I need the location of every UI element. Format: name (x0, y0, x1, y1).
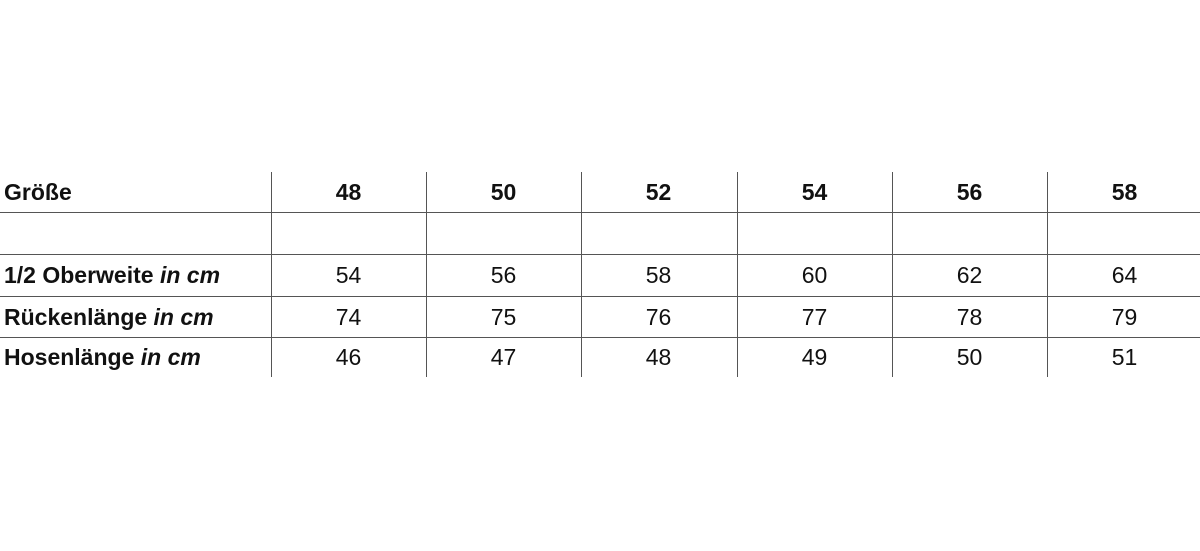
divider (0, 254, 1200, 255)
divider (0, 337, 1200, 338)
table-cell: 54 (335, 262, 362, 288)
column-divider (737, 172, 738, 377)
size-header: 58 (1111, 179, 1138, 205)
table-cell: 49 (801, 344, 828, 370)
row-label: Rückenlänge in cm (4, 297, 214, 337)
row-label-text: 1/2 Oberweite (4, 262, 154, 288)
size-header: 50 (490, 179, 517, 205)
unit-suffix: in cm (159, 262, 221, 288)
unit-suffix: in cm (153, 304, 214, 330)
table-cell: 77 (801, 304, 828, 330)
size-header: 52 (645, 179, 672, 205)
divider (0, 296, 1200, 297)
unit-suffix: in cm (140, 344, 201, 370)
header-label: Größe (4, 179, 72, 205)
table-cell: 64 (1111, 262, 1138, 288)
divider (0, 212, 1200, 213)
column-divider (581, 172, 582, 377)
row-label-text: Hosenlänge (4, 344, 135, 370)
table-cell: 56 (490, 262, 517, 288)
table-cell: 75 (490, 304, 517, 330)
column-divider (1047, 172, 1048, 377)
table-cell: 58 (645, 262, 672, 288)
table-cell: 46 (335, 344, 362, 370)
table-cell: 51 (1111, 344, 1138, 370)
table-cell: 47 (490, 344, 517, 370)
column-divider (271, 172, 272, 377)
table-cell: 60 (801, 262, 828, 288)
column-divider (426, 172, 427, 377)
row-label: 1/2 Oberweite in cm (4, 255, 220, 295)
table-cell: 50 (956, 344, 983, 370)
table-cell: 74 (335, 304, 362, 330)
table-cell: 62 (956, 262, 983, 288)
table-cell: 78 (956, 304, 983, 330)
size-header: 56 (956, 179, 983, 205)
table-cell: 79 (1111, 304, 1138, 330)
row-label: Hosenlänge in cm (4, 337, 201, 377)
table-cell: 48 (645, 344, 672, 370)
row-label-text: Rückenlänge (4, 304, 148, 330)
table-cell: 76 (645, 304, 672, 330)
column-divider (892, 172, 893, 377)
size-header: 54 (801, 179, 828, 205)
size-header: 48 (335, 179, 362, 205)
